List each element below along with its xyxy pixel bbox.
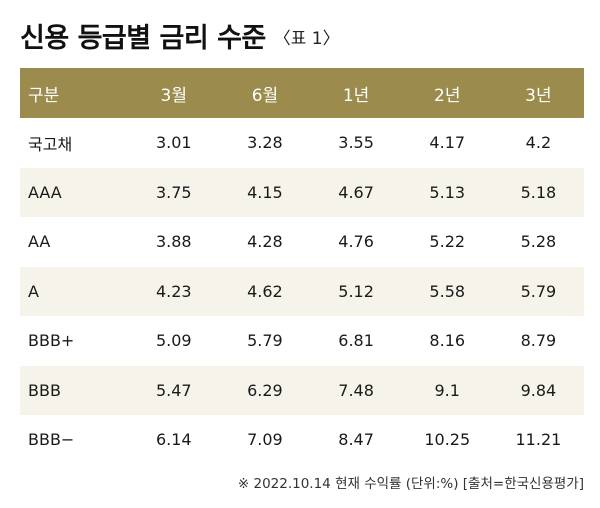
table-cell: 7.09 bbox=[247, 430, 283, 450]
header-6m: 6월 bbox=[251, 85, 279, 106]
table-cell: 3.01 bbox=[155, 133, 192, 153]
table-cell: 4.76 bbox=[338, 232, 374, 252]
table-cell: 4.67 bbox=[338, 182, 374, 202]
table-cell: 5.09 bbox=[155, 331, 192, 351]
table-row: 국고채 3.01 3.28 3.55 4.17 4.2 bbox=[20, 118, 584, 168]
table-number-tag: 〈표 1〉 bbox=[273, 28, 340, 49]
header-3y: 3년 bbox=[525, 85, 552, 106]
table-body: 국고채 3.01 3.28 3.55 4.17 4.2 AAA 3.75 4.1… bbox=[20, 118, 584, 465]
table-cell: 3.88 bbox=[155, 232, 192, 252]
title-block: 신용 등급별 금리 수준 〈표 1〉 bbox=[20, 10, 340, 60]
table-cell: 4.17 bbox=[429, 133, 466, 153]
table-cell: 10.25 bbox=[424, 430, 471, 450]
credit-rating-rate-table: 구분 3월 6월 1년 2년 3년 국고채 3.01 3.28 3.55 4.1… bbox=[20, 68, 584, 465]
row-label: A bbox=[28, 281, 39, 301]
table-cell: 5.12 bbox=[338, 281, 374, 301]
table-cell: 4.23 bbox=[155, 281, 192, 301]
table-cell: 4.2 bbox=[525, 133, 552, 153]
header-3m: 3월 bbox=[160, 85, 187, 106]
row-label: 국고채 bbox=[28, 134, 73, 154]
table-row: BBB− 6.14 7.09 8.47 10.25 11.21 bbox=[20, 415, 584, 465]
table-cell: 5.79 bbox=[247, 331, 283, 351]
table-cell: 4.62 bbox=[247, 281, 283, 301]
table-cell: 5.58 bbox=[429, 281, 466, 301]
table-cell: 5.22 bbox=[429, 232, 466, 252]
header-category: 구분 bbox=[28, 85, 60, 106]
page-title: 신용 등급별 금리 수준 bbox=[20, 22, 266, 54]
table-cell: 5.13 bbox=[429, 182, 466, 202]
header-row: 구분 3월 6월 1년 2년 3년 bbox=[20, 68, 584, 118]
table-cell: 9.1 bbox=[434, 380, 460, 400]
table-row: AA 3.88 4.28 4.76 5.22 5.28 bbox=[20, 217, 584, 267]
row-label: BBB bbox=[28, 380, 61, 400]
table-cell: 3.75 bbox=[155, 182, 192, 202]
table-cell: 8.79 bbox=[520, 331, 557, 351]
table-row: AAA 3.75 4.15 4.67 5.13 5.18 bbox=[20, 167, 584, 217]
table-header: 구분 3월 6월 1년 2년 3년 bbox=[20, 68, 584, 118]
row-label: AAA bbox=[28, 182, 62, 202]
table-cell: 3.55 bbox=[338, 133, 374, 153]
header-2y: 2년 bbox=[434, 85, 461, 106]
table-row: A 4.23 4.62 5.12 5.58 5.79 bbox=[20, 266, 584, 316]
row-label: BBB+ bbox=[28, 331, 75, 351]
table-cell: 4.28 bbox=[247, 232, 283, 252]
table-cell: 5.28 bbox=[520, 232, 557, 252]
row-label: BBB− bbox=[28, 430, 75, 450]
table-cell: 4.15 bbox=[247, 182, 283, 202]
table-cell: 8.47 bbox=[338, 430, 374, 450]
row-label: AA bbox=[28, 232, 51, 252]
table-cell: 9.84 bbox=[520, 380, 557, 400]
table-cell: 8.16 bbox=[429, 331, 466, 351]
table-row: BBB+ 5.09 5.79 6.81 8.16 8.79 bbox=[20, 316, 584, 366]
table-cell: 11.21 bbox=[515, 430, 562, 450]
table-cell: 6.29 bbox=[247, 380, 283, 400]
table-cell: 7.48 bbox=[338, 380, 374, 400]
table-cell: 5.18 bbox=[520, 182, 557, 202]
header-1y: 1년 bbox=[342, 85, 370, 106]
table-cell: 5.79 bbox=[520, 281, 557, 301]
source-footnote: ※ 2022.10.14 현재 수익률 (단위:%) [출처=한국신용평가] bbox=[237, 476, 584, 492]
table-cell: 5.47 bbox=[155, 380, 192, 400]
table-row: BBB 5.47 6.29 7.48 9.1 9.84 bbox=[20, 365, 584, 415]
table-cell: 6.81 bbox=[338, 331, 374, 351]
table-cell: 3.28 bbox=[247, 133, 283, 153]
table-cell: 6.14 bbox=[155, 430, 192, 450]
